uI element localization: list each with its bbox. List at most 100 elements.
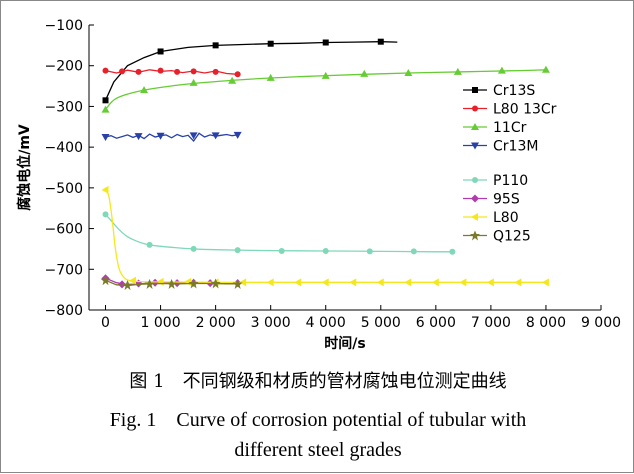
legend-marker-q125 bbox=[470, 230, 480, 241]
data-point-l80 bbox=[376, 278, 384, 287]
data-point-l80 bbox=[541, 278, 549, 287]
data-point-l80 bbox=[404, 278, 412, 287]
series-line-p110 bbox=[105, 213, 453, 253]
legend-marker-l80-13cr bbox=[472, 105, 478, 112]
caption-english-line2: different steel grades bbox=[234, 439, 402, 461]
data-point-l80 bbox=[349, 278, 357, 287]
data-point-11cr bbox=[228, 76, 237, 84]
y-tick-label: −500 bbox=[45, 181, 83, 197]
data-point-q125 bbox=[122, 280, 133, 291]
legend-marker-p110 bbox=[472, 177, 478, 183]
x-tick-label: 9 000 bbox=[581, 315, 621, 331]
data-point-cr13m bbox=[233, 131, 242, 139]
data-point-l80 bbox=[129, 276, 137, 285]
data-point-l80-13cr bbox=[212, 68, 219, 75]
data-point-95s bbox=[118, 280, 127, 289]
data-point-q125 bbox=[100, 275, 111, 286]
data-point-p110 bbox=[278, 247, 285, 254]
data-point-p110 bbox=[190, 245, 197, 252]
data-point-q125 bbox=[210, 278, 221, 289]
legend-marker-cr13m bbox=[471, 142, 479, 150]
legend-label-cr13m: Cr13M bbox=[493, 139, 538, 155]
y-tick-label: −200 bbox=[45, 59, 83, 75]
data-point-p110 bbox=[146, 241, 153, 248]
data-point-11cr bbox=[404, 69, 413, 77]
data-point-l80 bbox=[156, 277, 164, 286]
legend-label-cr13s: Cr13S bbox=[493, 83, 535, 99]
data-point-p110 bbox=[366, 248, 373, 255]
data-point-q125 bbox=[232, 278, 243, 289]
x-tick-label: 2 000 bbox=[196, 315, 236, 331]
data-point-p110 bbox=[322, 247, 329, 254]
x-tick-label: 7 000 bbox=[471, 315, 511, 331]
data-point-l80 bbox=[431, 278, 439, 287]
legend-label-95s: 95S bbox=[493, 192, 520, 208]
data-point-cr13m bbox=[134, 133, 143, 141]
y-tick-label: −100 bbox=[45, 18, 83, 34]
data-point-l80 bbox=[294, 278, 302, 287]
data-point-cr13m bbox=[189, 132, 198, 140]
y-tick-label: −300 bbox=[45, 99, 83, 115]
data-point-q125 bbox=[166, 278, 177, 289]
data-point-11cr bbox=[541, 65, 550, 73]
data-point-cr13m bbox=[156, 132, 165, 140]
data-point-cr13s bbox=[157, 48, 164, 55]
y-axis-title: 腐蚀电位/mV bbox=[16, 124, 33, 211]
x-tick-label: 6 000 bbox=[416, 315, 456, 331]
x-tick-label: 4 000 bbox=[306, 315, 346, 331]
data-point-11cr bbox=[360, 69, 369, 77]
legend-label-l80: L80 bbox=[493, 210, 519, 226]
y-tick-label: −600 bbox=[45, 222, 83, 238]
data-point-cr13s bbox=[377, 38, 384, 45]
caption-chinese: 图 1 不同钢级和材质的管材腐蚀电位测定曲线 bbox=[129, 371, 507, 392]
x-tick-label: 8 000 bbox=[526, 315, 566, 331]
data-point-95s bbox=[173, 279, 182, 288]
data-point-11cr bbox=[453, 67, 462, 75]
y-tick-label: −800 bbox=[45, 303, 83, 319]
data-point-cr13s bbox=[102, 97, 109, 104]
x-tick-label: 3 000 bbox=[251, 315, 291, 331]
data-point-11cr bbox=[101, 105, 110, 113]
legend-marker-11cr bbox=[471, 123, 479, 130]
series-line-cr13s bbox=[104, 41, 398, 101]
legend-marker-95s bbox=[471, 194, 479, 203]
data-point-l80-13cr bbox=[174, 68, 181, 75]
caption-english-line1: Fig. 1 Curve of corrosion potential of t… bbox=[109, 409, 527, 431]
data-point-cr13s bbox=[267, 40, 274, 47]
data-point-11cr bbox=[497, 66, 506, 74]
data-point-cr13m bbox=[101, 133, 110, 141]
data-point-11cr bbox=[189, 78, 198, 86]
data-point-l80 bbox=[459, 278, 467, 287]
data-point-l80 bbox=[514, 278, 522, 287]
data-point-l80-13cr bbox=[157, 67, 164, 74]
x-tick-label: 0 bbox=[101, 315, 110, 331]
data-point-11cr bbox=[321, 71, 330, 79]
legend-label-q125: Q125 bbox=[493, 229, 531, 245]
y-tick-label: −400 bbox=[45, 140, 83, 156]
data-point-cr13m bbox=[211, 132, 220, 140]
data-point-l80-13cr bbox=[135, 68, 142, 75]
legend-label-l80-13cr: L80 13Cr bbox=[493, 102, 557, 118]
data-point-cr13s bbox=[322, 39, 329, 46]
x-tick-label: 1 000 bbox=[141, 315, 181, 331]
data-point-p110 bbox=[102, 211, 109, 218]
y-tick-label: −700 bbox=[45, 262, 83, 278]
data-point-l80 bbox=[239, 278, 247, 287]
data-point-95s bbox=[151, 278, 160, 287]
x-tick-label: 5 000 bbox=[361, 315, 401, 331]
data-point-q125 bbox=[144, 278, 155, 289]
data-point-q125 bbox=[188, 278, 199, 289]
data-point-l80-13cr bbox=[102, 67, 109, 74]
data-point-l80-13cr bbox=[234, 71, 241, 78]
legend-label-p110: P110 bbox=[493, 173, 528, 189]
x-axis-title: 时间/s bbox=[324, 335, 365, 352]
series-line-11cr bbox=[105, 69, 546, 111]
data-point-p110 bbox=[410, 248, 417, 255]
data-point-l80 bbox=[321, 278, 329, 287]
legend-marker-cr13s bbox=[472, 87, 478, 93]
data-point-11cr bbox=[140, 86, 149, 94]
data-point-l80 bbox=[486, 278, 494, 287]
data-point-11cr bbox=[266, 73, 275, 81]
